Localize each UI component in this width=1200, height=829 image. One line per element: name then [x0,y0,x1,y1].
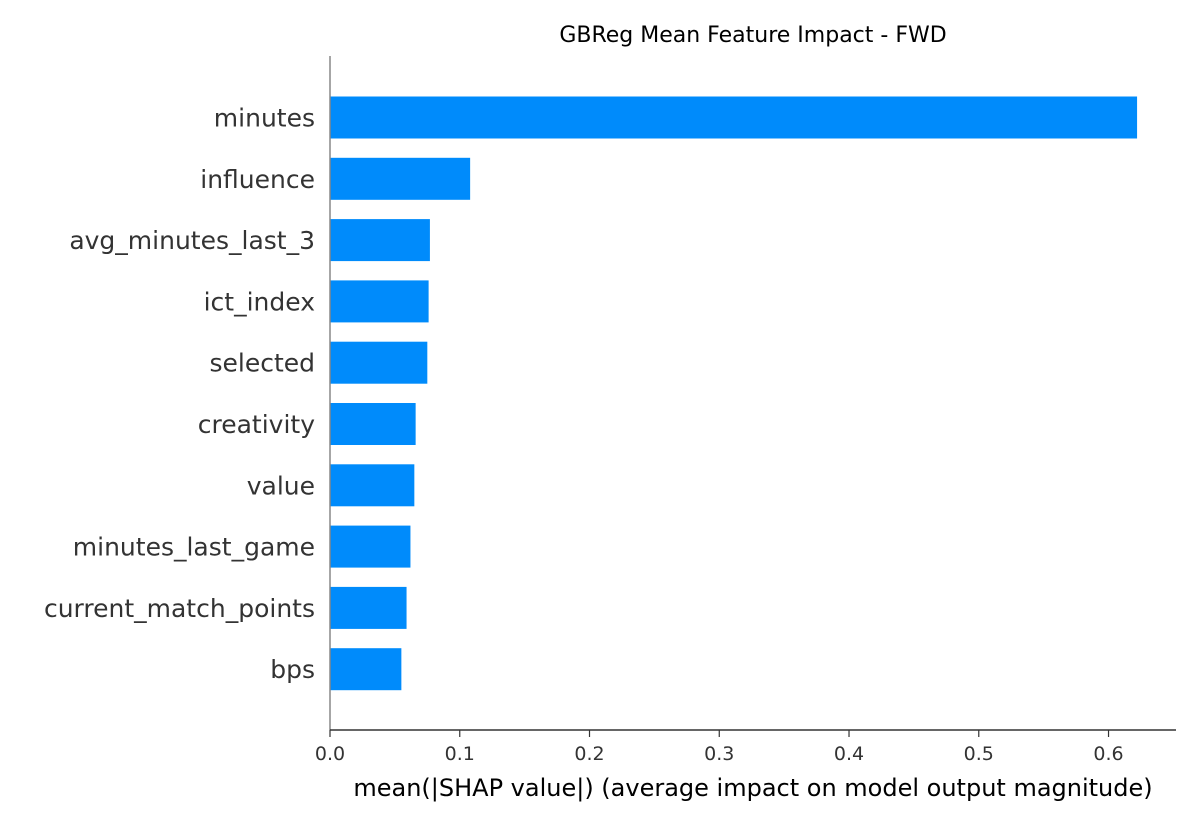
x-tick-label: 0.5 [964,743,994,765]
x-tick-label: 0.3 [704,743,734,765]
bar-ict-index [330,280,429,323]
bar-minutes [330,96,1138,139]
y-tick-label: bps [270,655,315,684]
x-tick-label: 0.2 [574,743,604,765]
y-tick-label: avg_minutes_last_3 [69,226,315,255]
bar-avg-minutes-last-3 [330,219,430,262]
y-tick-label: minutes [214,104,315,133]
bar-selected [330,341,428,384]
bar-minutes-last-game [330,525,411,568]
y-tick-label: current_match_points [44,594,315,623]
x-tick-label: 0.6 [1093,743,1123,765]
y-tick-label: creativity [198,410,315,439]
bar-creativity [330,403,416,445]
y-tick-label: minutes_last_game [73,533,315,562]
y-tick-label: ict_index [204,287,315,316]
y-tick-label: influence [200,165,315,194]
chart-title: GBReg Mean Feature Impact - FWD [559,23,946,48]
x-ticks: 0.0 0.1 0.2 0.3 0.4 0.5 0.6 [315,730,1124,765]
bar-current-match-points [330,586,407,629]
bar-bps [330,648,402,691]
bars-layer [330,96,1138,691]
x-tick-label: 0.4 [834,743,864,765]
y-tick-label: value [247,471,315,500]
x-tick-label: 0.1 [445,743,475,765]
y-tick-labels: minutes influence avg_minutes_last_3 ict_in… [44,104,315,685]
y-tick-label: selected [209,349,315,378]
x-axis-label: mean(|SHAP value|) (average impact on mo… [353,774,1152,802]
bar-influence [330,157,471,200]
x-tick-label: 0.0 [315,743,345,765]
bar-value [330,464,415,507]
